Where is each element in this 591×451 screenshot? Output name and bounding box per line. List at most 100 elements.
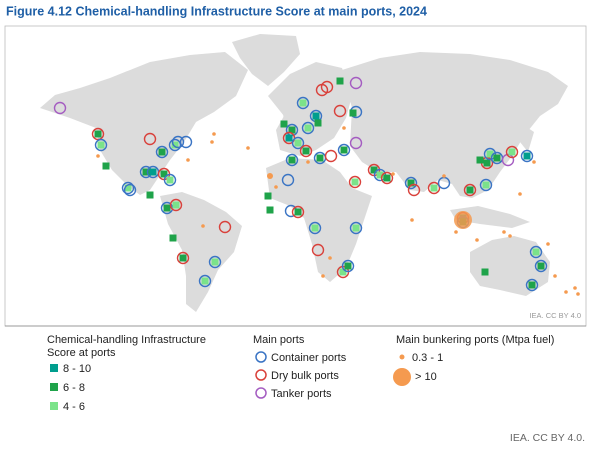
- legend-symbol: [255, 387, 267, 399]
- port-marker: [534, 259, 548, 273]
- port-marker: [172, 201, 180, 209]
- port-marker: [532, 248, 540, 256]
- legend-label: 0.3 - 1: [412, 352, 443, 364]
- port-marker: [518, 192, 522, 196]
- port-marker: [454, 230, 458, 234]
- port-marker: [294, 139, 302, 147]
- title: Figure 4.12 Chemical-handling Infrastruc…: [6, 4, 427, 18]
- port-marker: [291, 205, 305, 219]
- port-marker: [264, 192, 272, 200]
- port-marker: [321, 274, 325, 278]
- port-marker: [266, 206, 274, 214]
- port-marker: [304, 124, 312, 132]
- asia: [342, 52, 568, 198]
- port-marker: [176, 251, 190, 265]
- port-marker: [208, 255, 222, 269]
- port-marker: [501, 153, 515, 167]
- legend-swatch: [50, 383, 58, 391]
- africa: [266, 158, 372, 282]
- legend-symbol: [255, 351, 267, 363]
- bunkering-legend-title: Main bunkering ports (Mtpa fuel): [396, 334, 554, 346]
- legend-swatch: [50, 402, 58, 410]
- port-marker: [404, 176, 418, 190]
- port-marker: [454, 211, 472, 229]
- port-marker: [306, 160, 310, 164]
- port-marker: [466, 186, 474, 194]
- port-marker: [155, 145, 169, 159]
- port-marker: [280, 120, 288, 128]
- legend-symbol: [255, 369, 267, 381]
- port-marker: [201, 277, 209, 285]
- port-marker: [342, 126, 346, 130]
- legend-swatch: [50, 364, 58, 372]
- port-marker: [508, 234, 512, 238]
- port-marker: [336, 77, 344, 85]
- port-marker: [294, 208, 302, 216]
- legend-label: 8 - 10: [63, 363, 91, 375]
- port-marker: [463, 183, 477, 197]
- uk: [282, 98, 292, 122]
- port-marker: [218, 220, 232, 234]
- port-marker: [210, 140, 214, 144]
- port-marker: [121, 181, 135, 195]
- port-marker: [564, 290, 568, 294]
- japan: [520, 128, 534, 152]
- port-marker: [320, 80, 334, 94]
- port-marker: [246, 146, 250, 150]
- port-marker: [146, 191, 154, 199]
- port-marker: [493, 154, 501, 162]
- port-marker: [312, 112, 320, 120]
- port-marker: [339, 268, 347, 276]
- port-marker: [553, 274, 557, 278]
- port-marker: [267, 173, 273, 179]
- port-marker: [476, 156, 484, 164]
- port-marker: [308, 221, 322, 235]
- port-marker: [299, 99, 307, 107]
- legend-label: Dry bulk ports: [271, 370, 339, 382]
- port-marker: [349, 109, 357, 117]
- port-marker: [537, 262, 545, 270]
- port-marker: [163, 173, 177, 187]
- port-marker: [311, 224, 319, 232]
- legend-symbol: [393, 368, 411, 386]
- port-marker: [288, 126, 296, 134]
- port-marker: [520, 149, 534, 163]
- port-marker: [341, 259, 355, 273]
- port-marker: [525, 278, 539, 292]
- port-marker: [546, 242, 550, 246]
- port-marker: [168, 138, 182, 152]
- port-marker: [351, 178, 359, 186]
- port-marker: [198, 274, 212, 288]
- legend-label: Tanker ports: [271, 388, 332, 400]
- footer: IEA. CC BY 4.0.: [510, 432, 585, 444]
- port-marker: [171, 135, 185, 149]
- port-marker: [529, 245, 543, 259]
- port-marker: [169, 198, 183, 212]
- port-marker: [344, 262, 352, 270]
- port-marker: [296, 96, 310, 110]
- port-marker: [281, 173, 295, 187]
- legend-label: > 10: [415, 371, 437, 383]
- port-marker: [166, 176, 174, 184]
- port-marker: [333, 104, 347, 118]
- legend-label: 6 - 8: [63, 382, 85, 394]
- port-marker: [479, 178, 493, 192]
- port-marker: [102, 162, 110, 170]
- port-marker: [123, 183, 137, 197]
- port-marker: [349, 76, 363, 90]
- port-marker: [311, 243, 325, 257]
- port-marker: [160, 170, 168, 178]
- port-marker: [53, 101, 67, 115]
- port-marker: [288, 156, 296, 164]
- port-marker: [532, 160, 536, 164]
- port-marker: [212, 132, 216, 136]
- legend-label: 4 - 6: [63, 401, 85, 413]
- port-marker: [482, 181, 490, 189]
- port-marker: [486, 150, 494, 158]
- port-marker: [391, 172, 395, 176]
- legend-label: Container ports: [271, 352, 347, 364]
- ports-legend-title: Main ports: [253, 334, 305, 346]
- score-legend-title: Chemical-handling Infrastructure Score at…: [47, 334, 206, 359]
- port-marker: [502, 230, 506, 234]
- port-marker: [316, 154, 324, 162]
